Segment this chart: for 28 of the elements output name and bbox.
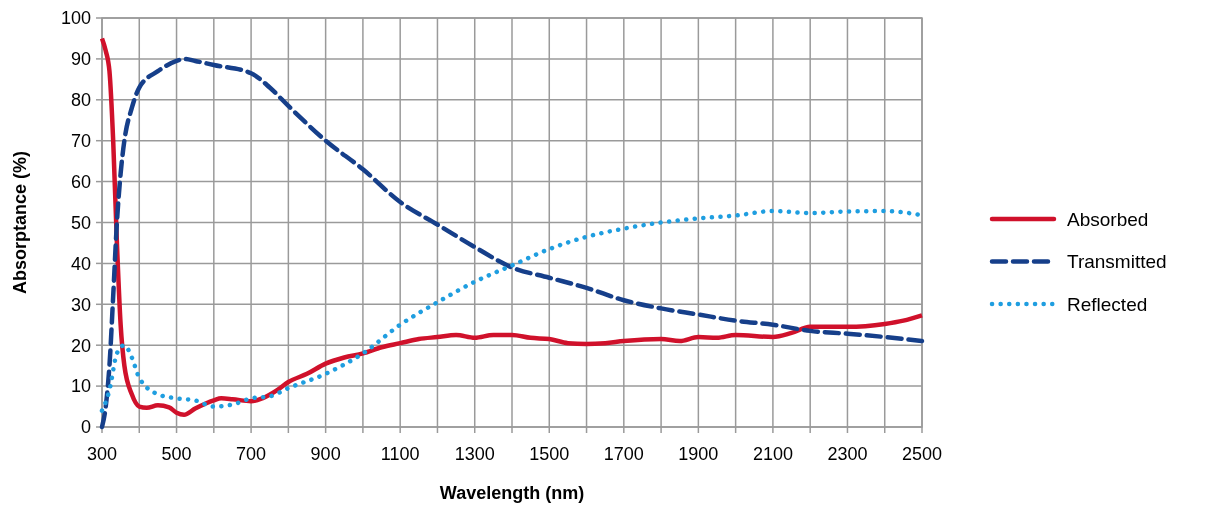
y-tick-label: 60	[70, 171, 91, 192]
y-tick-label: 0	[80, 417, 91, 438]
y-tick-label: 30	[70, 294, 91, 315]
x-tick-label: 700	[236, 444, 267, 464]
x-tick-label: 2100	[752, 444, 793, 464]
x-tick-label: 300	[86, 444, 118, 464]
legend-label: Reflected	[1067, 293, 1148, 315]
y-axis-title: Absorptance (%)	[10, 150, 30, 295]
x-tick-label: 1700	[603, 444, 644, 464]
x-tick-label: 500	[161, 444, 192, 464]
x-tick-label: 1500	[529, 444, 570, 464]
y-tick-label: 100	[60, 8, 91, 29]
x-tick-label: 1300	[454, 444, 495, 464]
x-tick-label: 900	[310, 444, 341, 464]
legend-label: Transmitted	[1067, 251, 1167, 273]
x-axis-title: Wavelength (nm)	[439, 483, 585, 503]
y-tick-label: 50	[70, 212, 91, 233]
x-tick-label: 1100	[380, 444, 420, 464]
legend-label: Absorbed	[1067, 208, 1149, 230]
y-tick-label: 10	[70, 376, 91, 397]
x-tick-label: 2500	[901, 444, 943, 464]
x-tick-label: 1900	[678, 444, 719, 464]
y-tick-label: 80	[70, 90, 91, 111]
y-tick-label: 90	[70, 49, 91, 70]
y-tick-label: 20	[70, 335, 91, 356]
y-tick-label: 70	[70, 131, 91, 151]
x-tick-label: 2300	[827, 444, 868, 464]
y-tick-label: 40	[70, 253, 91, 274]
